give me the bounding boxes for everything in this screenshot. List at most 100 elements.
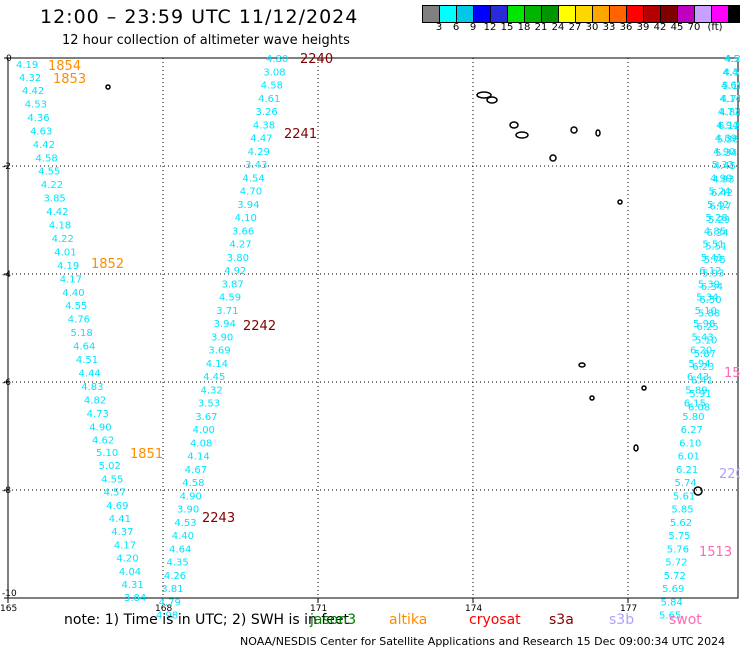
footnote: note: 1) Time is in UTC; 2) SWH is in fe… [64, 612, 350, 628]
scale-label: 21 [534, 22, 548, 33]
wave-height-value: 6.12 [699, 266, 721, 277]
wave-height-value: 5.85 [671, 505, 693, 516]
wave-height-value: 6.34 [707, 228, 729, 239]
wave-height-value: 6.25 [697, 322, 719, 333]
wave-height-value: 4.51 [724, 54, 740, 65]
scale-label: 30 [585, 22, 599, 33]
island-outline [595, 129, 601, 137]
wave-height-value: 5.34 [715, 148, 737, 159]
wave-height-value: 4.62 [92, 436, 114, 447]
wave-height-value: 5.74 [674, 478, 696, 489]
wave-height-value: 4.29 [248, 147, 270, 158]
scale-swatch [576, 6, 593, 22]
wave-height-value: 6.10 [679, 438, 701, 449]
scale-swatch [610, 6, 627, 22]
wave-height-value: 4.51 [724, 67, 740, 78]
map-title: 12:00 – 23:59 UTC 11/12/2024 [40, 6, 359, 28]
wave-height-value: 4.14 [719, 94, 740, 105]
wave-height-value: 4.45 [203, 372, 225, 383]
wave-height-value: 4.64 [169, 544, 191, 555]
y-axis-label: 0 [6, 54, 12, 64]
y-axis-label: -2 [2, 162, 11, 172]
wave-height-value: 5.62 [670, 518, 692, 529]
wave-height-value: 3.84 [124, 593, 146, 604]
pass-time-label: 1852 [91, 257, 124, 272]
wave-height-value: 4.64 [73, 342, 95, 353]
wave-height-value: 4.69 [106, 501, 128, 512]
wave-height-value: 4.19 [57, 261, 79, 272]
wave-height-value: 4.61 [258, 94, 280, 105]
wave-height-value: 3.26 [256, 107, 278, 118]
pass-time-label: 2241 [284, 127, 317, 142]
wave-height-value: 5.98 [693, 319, 715, 330]
wave-height-value: 4.90 [89, 422, 111, 433]
scale-label: 36 [619, 22, 633, 33]
wave-height-value: 4.69 [721, 81, 740, 92]
wave-height-value: 4.38 [253, 120, 275, 131]
island-outline [570, 126, 578, 134]
legend-s3a: s3a [549, 612, 574, 628]
scale-label: 27 [568, 22, 582, 33]
wave-height-value: 4.40 [62, 288, 84, 299]
wave-height-value: 5.91 [689, 389, 711, 400]
wave-height-value: 5.88 [698, 309, 720, 320]
scale-label: 6 [452, 22, 460, 33]
wave-height-value: 4.58 [35, 153, 57, 164]
wave-height-value: 4.26 [164, 571, 186, 582]
scale-label: 24 [551, 22, 565, 33]
wave-height-value: 4.37 [111, 527, 133, 538]
wave-height-value: 3.90 [177, 505, 199, 516]
wave-height-value: 5.41 [701, 253, 723, 264]
wave-height-value: 4.98 [156, 611, 178, 622]
wave-height-value: 6.23 [692, 362, 714, 373]
pass-time-label: 15 [724, 366, 740, 381]
wave-height-value: 4.70 [240, 187, 262, 198]
wave-height-value: 4.54 [242, 173, 264, 184]
wave-height-value: 4.20 [116, 554, 138, 565]
wave-height-value: 5.28 [705, 213, 727, 224]
scale-swatch [457, 6, 474, 22]
wave-height-value: 4.89 [715, 134, 737, 145]
legend-altika: altika [389, 612, 428, 628]
wave-height-value: 4.36 [27, 113, 49, 124]
wave-height-value: 5.75 [668, 531, 690, 542]
wave-height-value: 6.01 [678, 452, 700, 463]
wave-height-value: 4.82 [84, 395, 106, 406]
island-outline [633, 444, 639, 452]
wave-height-value: 3.90 [211, 332, 233, 343]
wave-height-value: 5.24 [709, 187, 731, 198]
island-outline [486, 96, 498, 104]
wave-height-value: 3.08 [263, 67, 285, 78]
scale-swatch [712, 6, 729, 22]
wave-height-value: 5.69 [662, 584, 684, 595]
wave-height-value: 4.73 [87, 409, 109, 420]
wave-height-value: 4.83 [81, 382, 103, 393]
wave-height-value: 6.34 [701, 282, 723, 293]
wave-height-value: 4.55 [38, 167, 60, 178]
pass-time-label: 2243 [202, 511, 235, 526]
scale-label: 33 [602, 22, 616, 33]
wave-height-value: 4.63 [30, 126, 52, 137]
credit-footer: NOAA/NESDIS Center for Satellite Applica… [240, 635, 726, 648]
island-outline [509, 121, 519, 129]
wave-height-value: 5.72 [665, 558, 687, 569]
wave-height-value: 3.87 [221, 279, 243, 290]
wave-height-value: 5.34 [696, 293, 718, 304]
x-axis-label: 168 [155, 604, 172, 614]
pass-time-label: 1851 [130, 447, 163, 462]
wave-height-value: 4.42 [33, 140, 55, 151]
wave-height-value: 5.87 [694, 349, 716, 360]
wave-height-value: 5.93 [702, 268, 724, 279]
scale-swatch [627, 6, 644, 22]
wave-height-value: 4.84 [719, 108, 740, 119]
scale-label: 9 [469, 22, 477, 33]
wave-height-value: 4.51 [76, 355, 98, 366]
wave-height-value: 4.19 [16, 60, 38, 71]
legend-cryosat: cryosat [469, 612, 521, 628]
y-axis-label: -6 [2, 378, 11, 388]
scale-label: 15 [500, 22, 514, 33]
wave-height-value: 4.71 [718, 107, 740, 118]
wave-height-value: 4.04 [119, 567, 141, 578]
wave-height-value: 4.08 [190, 438, 212, 449]
